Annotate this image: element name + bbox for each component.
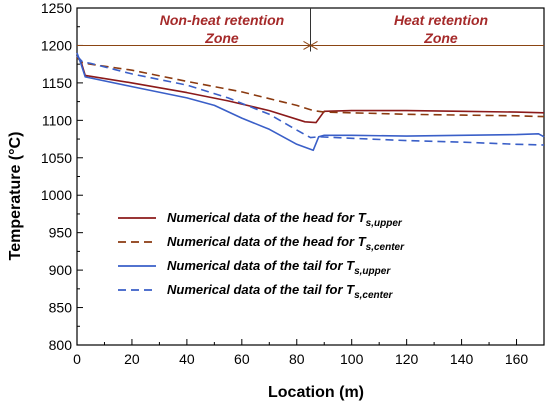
y-tick-label: 850	[49, 300, 73, 316]
y-tick-label: 1000	[41, 187, 72, 203]
x-tick-label: 140	[450, 351, 474, 367]
x-axis-title: Location (m)	[268, 384, 364, 401]
x-tick-label: 120	[395, 351, 419, 367]
legend-label-3: Numerical data of the tail for Ts,upper	[167, 258, 391, 277]
legend-label-1: Numerical data of the head for Ts,upper	[167, 210, 403, 229]
x-tick-label: 80	[289, 351, 305, 367]
y-tick-label: 1050	[41, 150, 72, 166]
x-tick-label: 0	[73, 351, 81, 367]
series-line-4	[76, 55, 545, 146]
x-tick-label: 20	[124, 351, 140, 367]
plot-layer: 0 20 40 60 80 100 120 140 160 800 850 900 950 1000 105…	[41, 0, 545, 367]
series-line-2	[76, 56, 545, 118]
series-line-3	[76, 52, 545, 152]
legend-label-2: Numerical data of the head for Ts,center	[167, 234, 405, 253]
x-tick-label: 100	[340, 351, 364, 367]
zone-arrowhead-right	[309, 41, 318, 50]
zone-label-right-line1: Heat retention	[394, 12, 488, 28]
x-tick-label: 160	[505, 351, 529, 367]
y-tick-label: 1100	[42, 112, 72, 128]
y-tick-label: 1200	[41, 37, 72, 53]
y-axis-title: Temperature (°C)	[7, 132, 24, 261]
x-tick-label: 60	[234, 351, 250, 367]
series-line-1	[76, 55, 545, 124]
zone-label-right-line2: Zone	[423, 30, 458, 46]
zone-label-left-line2: Zone	[204, 30, 239, 46]
y-tick-label: 1250	[41, 0, 72, 16]
y-tick-label: 950	[49, 225, 73, 241]
y-tick-label: 900	[49, 262, 73, 278]
zone-label-left-line1: Non-heat retention	[160, 12, 284, 28]
y-tick-label: 1150	[42, 75, 72, 91]
x-tick-label: 40	[179, 351, 195, 367]
y-tick-label: 800	[49, 337, 73, 353]
legend-label-4: Numerical data of the tail for Ts,center	[167, 282, 394, 301]
